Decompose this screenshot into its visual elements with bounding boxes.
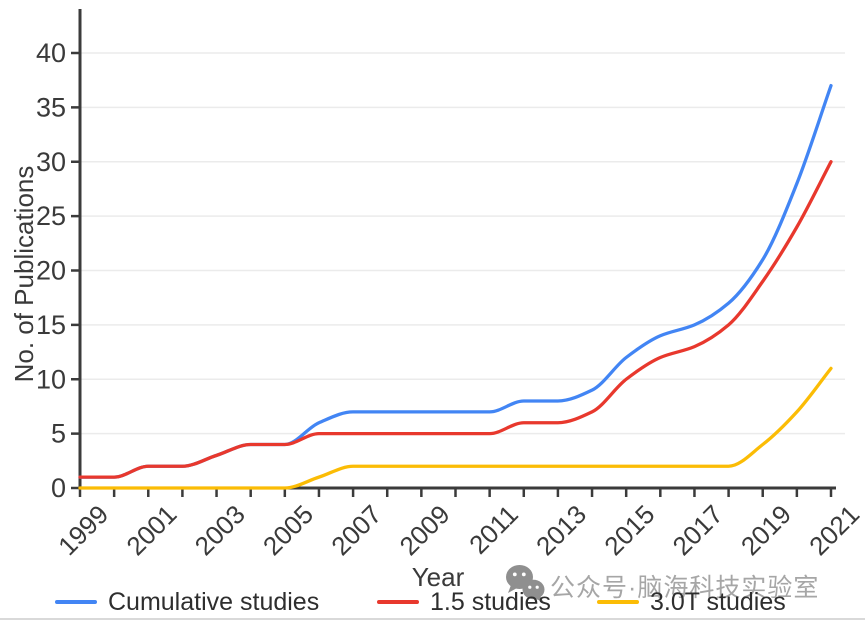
legend-line-swatch-red <box>377 600 419 604</box>
line-chart-canvas: 0 5 10 15 20 25 30 35 40 1999 2001 2003 2005 2007 2009… <box>36 9 865 560</box>
x-tick-label: 2001 <box>120 499 182 560</box>
x-tick-label: 1999 <box>52 499 114 560</box>
x-tick-label: 2007 <box>325 499 387 560</box>
y-tick-label: 15 <box>36 310 66 340</box>
y-tick-label: 25 <box>36 201 66 231</box>
legend-line-swatch-yellow <box>597 600 639 604</box>
x-tick-label: 2011 <box>463 499 524 560</box>
legend-item-1-5-studies: 1.5 studies <box>377 588 551 616</box>
legend-item-3-0t-studies: 3.0T studies <box>597 588 786 616</box>
x-tick-label: 2009 <box>393 499 455 560</box>
x-tick-label: 2017 <box>667 499 729 560</box>
x-tick-label: 2019 <box>735 499 797 560</box>
x-tick-label: 2021 <box>803 499 865 560</box>
x-axis-title: Year <box>411 562 465 592</box>
legend-label: Cumulative studies <box>108 587 320 616</box>
bottom-divider <box>0 618 865 620</box>
y-tick-label: 10 <box>36 364 66 394</box>
x-tick-label: 2015 <box>598 499 660 560</box>
y-tick-label: 35 <box>36 92 66 122</box>
x-tick-label: 2013 <box>530 499 592 560</box>
series-line-1-5-studies <box>78 160 833 479</box>
y-tick-label: 5 <box>51 419 66 449</box>
y-tick-label: 40 <box>36 38 66 68</box>
y-tick-label: 30 <box>36 147 66 177</box>
series-line-3-0t-studies <box>78 366 833 490</box>
x-tick-label: 2005 <box>257 499 319 560</box>
legend-item-cumulative-studies: Cumulative studies <box>55 588 319 616</box>
x-tick-label: 2003 <box>189 499 251 560</box>
y-tick-label: 20 <box>36 256 66 286</box>
y-tick-label: 0 <box>51 473 66 503</box>
legend-label: 1.5 studies <box>430 587 551 616</box>
y-axis-title: No. of Publications <box>9 165 39 383</box>
legend-line-swatch-blue <box>55 600 97 604</box>
series-line-cumulative-studies <box>78 83 833 479</box>
legend-label: 3.0T studies <box>650 587 786 616</box>
